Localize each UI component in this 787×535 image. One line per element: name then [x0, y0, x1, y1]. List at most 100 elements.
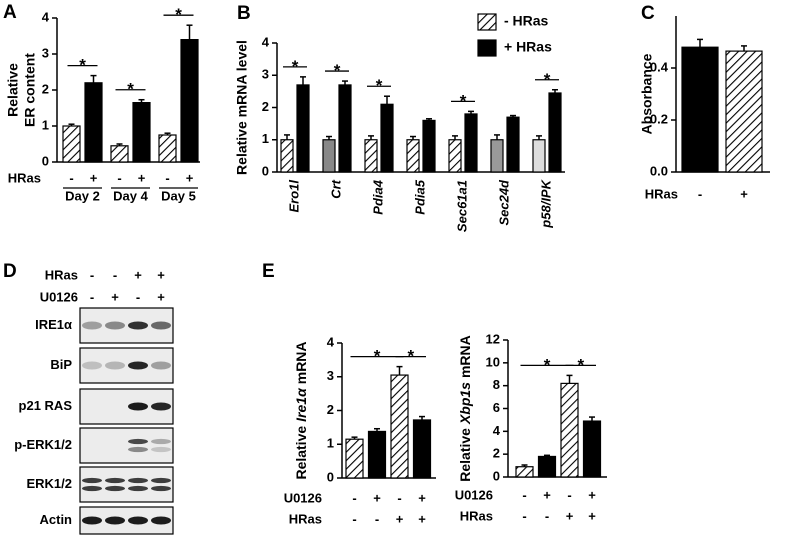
bar: [448, 139, 462, 173]
blot-band: [105, 516, 125, 525]
y-tick-label: 0: [262, 163, 269, 178]
x-tick-label: Sec24d: [496, 179, 511, 226]
bar: [681, 46, 719, 173]
y-tick-label: 1: [42, 117, 49, 132]
condition-sign: -: [352, 490, 356, 505]
y-tick-label: 0: [327, 469, 334, 484]
y-tick-label: 2: [262, 99, 269, 114]
condition-sign: -: [117, 170, 121, 185]
y-axis-label: ER content: [22, 53, 38, 127]
condition-sign: +: [543, 487, 551, 502]
y-tick-label: 1: [262, 131, 269, 146]
condition-sign: -: [352, 511, 356, 526]
bar: [390, 374, 409, 479]
blot-band-label: IRE1α: [35, 317, 72, 332]
y-axis-label: Absorbance: [639, 53, 655, 134]
y-tick-label: 2: [327, 402, 334, 417]
y-tick-label: 4: [327, 334, 335, 349]
label-part: Relative: [457, 428, 473, 482]
significance-star: *: [544, 355, 551, 374]
blot-band: [105, 361, 125, 370]
label-gene: Ire1α: [293, 387, 309, 422]
y-tick-label: 0: [42, 153, 49, 168]
blot-band: [151, 361, 171, 370]
group-label: Day 4: [113, 188, 148, 203]
blot-band: [128, 516, 148, 525]
condition-sign: -: [165, 170, 169, 185]
condition-sign: +: [588, 487, 596, 502]
bar: [84, 82, 103, 163]
legend-swatch: [477, 13, 497, 31]
condition-sign: +: [418, 511, 426, 526]
panel-letter: B: [237, 3, 251, 24]
significance-star: *: [544, 70, 551, 89]
blot-condition-sign: -: [90, 289, 94, 304]
legend-swatch: [477, 39, 497, 57]
legend-label: + HRas: [504, 39, 552, 55]
x-tick-label: Ero1l: [286, 180, 301, 213]
bar: [338, 84, 352, 173]
blot-band: [128, 446, 148, 453]
blot-band-label: p21 RAS: [19, 398, 73, 413]
y-tick-label: 10: [486, 354, 500, 369]
blot-band: [82, 321, 102, 330]
condition-sign: +: [138, 170, 146, 185]
condition-sign: +: [588, 508, 596, 523]
significance-star: *: [577, 355, 584, 374]
condition-label: HRas: [289, 511, 322, 526]
group-label: Day 5: [161, 188, 196, 203]
y-tick-label: 1: [327, 436, 334, 451]
blot-condition-sign: +: [111, 289, 119, 304]
blot-band: [105, 477, 125, 484]
blot-condition-sign: +: [134, 267, 142, 282]
significance-star: *: [79, 56, 86, 75]
significance-star: *: [334, 61, 341, 80]
bar: [364, 139, 378, 173]
blot-strip: [79, 347, 174, 384]
condition-label: U0126: [284, 490, 322, 505]
bar: [532, 139, 546, 173]
x-tick-label: Crt: [328, 179, 343, 198]
blot-condition-sign: +: [157, 267, 165, 282]
condition-sign: +: [373, 490, 381, 505]
blot-band: [151, 477, 171, 484]
bar: [110, 145, 129, 163]
panel-letter: C: [641, 3, 655, 24]
condition-sign: -: [698, 186, 702, 201]
blot-band: [105, 321, 125, 330]
blot-band: [128, 438, 148, 445]
bar: [548, 92, 562, 173]
condition-sign: -: [522, 487, 526, 502]
panel-letter: E: [262, 261, 275, 282]
y-tick-label: 2: [493, 446, 500, 461]
condition-sign: +: [566, 508, 574, 523]
y-tick-label: 0.0: [650, 163, 668, 178]
label-part: mRNA: [457, 335, 473, 378]
blot-condition-label: HRas: [45, 267, 78, 282]
bar: [582, 420, 602, 478]
y-tick-label: 0.2: [650, 111, 668, 126]
blot-band: [82, 485, 102, 492]
blot-strip: [79, 466, 174, 503]
condition-sign: +: [90, 170, 98, 185]
blot-band: [82, 477, 102, 484]
y-axis-label: Relative Xbp1s mRNA: [457, 335, 473, 482]
blot-band: [128, 321, 148, 330]
panel-letter: A: [3, 2, 17, 23]
condition-sign: +: [740, 186, 748, 201]
y-tick-label: 3: [42, 45, 49, 60]
bar: [725, 50, 763, 173]
condition-sign: -: [567, 487, 571, 502]
bar: [506, 116, 520, 173]
significance-star: *: [127, 80, 134, 99]
condition-sign: -: [69, 170, 73, 185]
bar: [158, 134, 177, 163]
label-part: Relative: [293, 426, 309, 480]
y-tick-label: 0.4: [650, 59, 669, 74]
condition-sign: -: [545, 508, 549, 523]
blot-band: [151, 438, 171, 445]
blot-band-label: Actin: [40, 512, 73, 527]
y-tick-label: 8: [493, 377, 500, 392]
bar: [296, 84, 310, 173]
